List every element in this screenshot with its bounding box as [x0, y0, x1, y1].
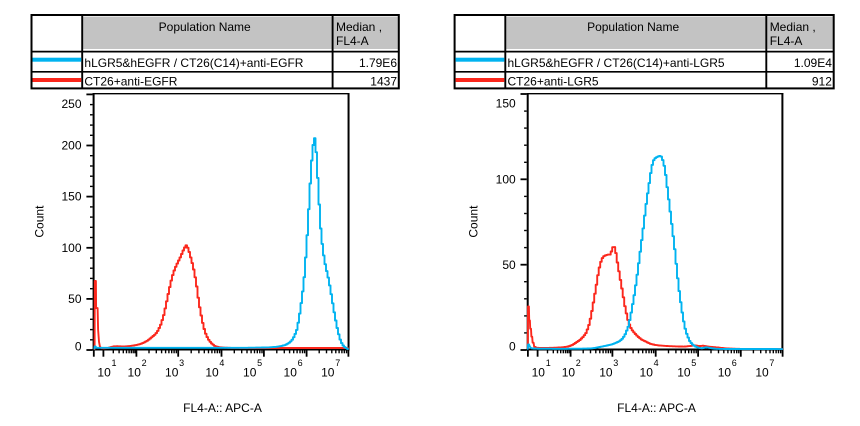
svg-text:10: 10: [599, 365, 613, 379]
svg-text:10: 10: [243, 365, 257, 379]
svg-text:10: 10: [755, 365, 769, 379]
svg-text:hLGR5&hEGFR / CT26(C14)+anti-L: hLGR5&hEGFR / CT26(C14)+anti-LGR5: [508, 56, 725, 70]
svg-text:50: 50: [502, 258, 516, 272]
svg-text:100: 100: [61, 241, 81, 255]
svg-text:912: 912: [812, 74, 832, 88]
svg-text:2: 2: [576, 358, 581, 368]
svg-text:1: 1: [546, 358, 551, 368]
svg-text:10: 10: [284, 365, 298, 379]
svg-text:Population Name: Population Name: [159, 20, 251, 34]
svg-text:FL4-A:: APC-A: FL4-A:: APC-A: [183, 401, 262, 415]
svg-text:CT26+anti-EGFR: CT26+anti-EGFR: [84, 74, 177, 88]
svg-text:5: 5: [257, 358, 262, 368]
svg-text:Median ,: Median ,: [336, 20, 382, 34]
svg-text:4: 4: [654, 358, 659, 368]
svg-text:Median ,: Median ,: [770, 20, 816, 34]
svg-text:0: 0: [509, 339, 516, 353]
svg-text:CT26+anti-LGR5: CT26+anti-LGR5: [508, 74, 599, 88]
svg-text:hLGR5&hEGFR / CT26(C14)+anti-E: hLGR5&hEGFR / CT26(C14)+anti-EGFR: [84, 56, 303, 70]
svg-text:10: 10: [562, 365, 576, 379]
svg-text:5: 5: [691, 358, 696, 368]
svg-text:Count: Count: [32, 205, 46, 238]
svg-text:2: 2: [142, 358, 147, 368]
svg-text:FL4-A:: APC-A: FL4-A:: APC-A: [617, 401, 696, 415]
svg-text:0: 0: [75, 339, 82, 353]
svg-text:10: 10: [718, 365, 732, 379]
svg-text:Count: Count: [467, 205, 481, 238]
svg-text:6: 6: [298, 358, 303, 368]
svg-text:4: 4: [219, 358, 224, 368]
svg-text:10: 10: [97, 365, 111, 379]
svg-text:3: 3: [613, 358, 618, 368]
svg-text:10: 10: [640, 365, 654, 379]
svg-text:150: 150: [61, 190, 81, 204]
svg-text:Population Name: Population Name: [587, 20, 679, 34]
svg-text:3: 3: [179, 358, 184, 368]
svg-text:150: 150: [496, 96, 516, 110]
svg-text:FL4-A: FL4-A: [770, 34, 803, 48]
svg-text:1.09E4: 1.09E4: [794, 56, 832, 70]
svg-text:1.79E6: 1.79E6: [359, 56, 397, 70]
svg-text:10: 10: [165, 365, 179, 379]
svg-text:10: 10: [205, 365, 219, 379]
svg-text:250: 250: [61, 97, 81, 111]
svg-text:50: 50: [68, 292, 82, 306]
svg-text:10: 10: [677, 365, 691, 379]
svg-text:7: 7: [769, 358, 774, 368]
svg-text:1: 1: [111, 358, 116, 368]
svg-text:6: 6: [732, 358, 737, 368]
svg-text:1437: 1437: [370, 74, 397, 88]
svg-text:10: 10: [321, 365, 335, 379]
svg-text:200: 200: [61, 139, 81, 153]
svg-text:10: 10: [128, 365, 142, 379]
svg-text:10: 10: [532, 365, 546, 379]
svg-text:100: 100: [496, 172, 516, 186]
svg-text:FL4-A: FL4-A: [336, 34, 369, 48]
svg-text:7: 7: [335, 358, 340, 368]
